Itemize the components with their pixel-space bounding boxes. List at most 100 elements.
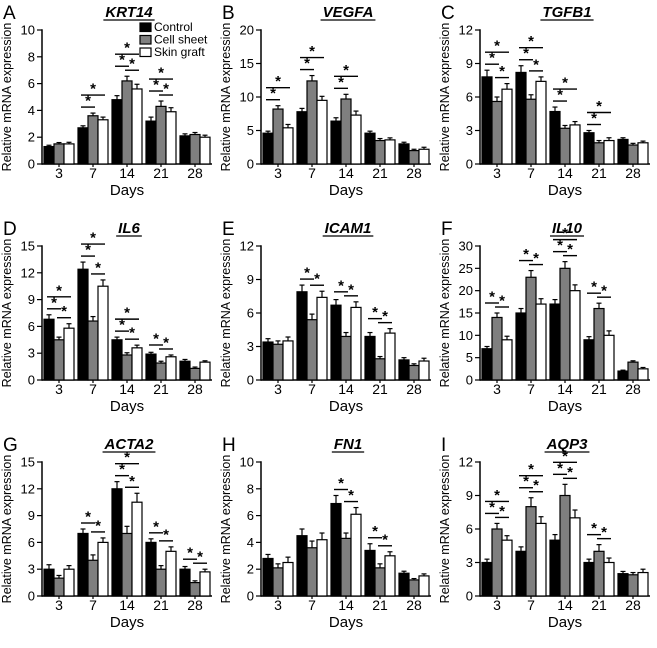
x-tick-label: 7 [527,165,535,181]
bar-group-cell-sheet-day7 [87,554,99,597]
significance-asterisk: * [489,50,495,67]
y-axis-label: Relative mRNA expression [219,455,233,604]
bar-skin-graft-day21 [384,555,396,597]
y-axis-label: Relative mRNA expression [0,455,14,604]
panel-H-title: FN1 [334,436,362,453]
significance-marker-day7: * [91,259,105,276]
significance-marker-day14: * [334,74,348,91]
y-tick-label: 2 [247,562,254,577]
bar-control-day21 [583,339,595,381]
panel-B-letter: B [222,3,235,24]
x-tick-label: 28 [406,165,422,181]
bar-group-skin-graft-day28 [637,140,649,165]
panel-E-title: ICAM1 [325,220,372,237]
y-tick-label: 20 [459,283,473,298]
y-tick-label: 3 [466,555,473,570]
significance-asterisk: * [372,304,378,321]
bar-skin-graft-day21 [165,550,177,597]
bar-cell-sheet-day14 [559,494,571,597]
panel-A-title: KRT14 [105,4,153,21]
panel-G-title: ACTA2 [104,436,155,453]
bar-cell-sheet-day14 [559,127,571,165]
significance-asterisk: * [153,518,159,535]
bar-skin-graft-day28 [418,148,430,165]
panel-F-title: IL10 [552,220,583,237]
bar-group-cell-sheet-day21 [155,360,167,381]
bar-group-control-day28 [179,133,191,165]
significance-marker-day21: * [149,518,163,535]
bar-group-skin-graft-day7 [316,95,328,165]
bar-group-skin-graft-day28 [418,573,430,597]
panel-A-letter: A [3,3,16,24]
y-tick-label: 0 [247,373,254,388]
bar-group-skin-graft-day28 [199,134,211,165]
significance-marker-day14: * [553,225,577,242]
bar-group-cell-sheet-day28 [189,366,201,381]
significance-marker-day14: * [125,325,139,342]
y-tick-label: 9 [28,508,35,523]
bar-group-control-day3 [43,314,55,381]
significance-marker-day21: * [378,308,392,325]
y-tick-label: 0 [28,589,35,604]
bar-skin-graft-day21 [165,111,177,165]
bar-group-skin-graft-day21 [165,546,177,597]
bar-control-day14 [111,99,123,165]
bar-group-skin-graft-day14 [131,492,143,597]
bar-skin-graft-day7 [535,80,547,165]
bar-group-skin-graft-day28 [199,360,211,381]
bar-group-cell-sheet-day14 [340,532,352,597]
significance-asterisk: * [499,503,505,520]
bar-skin-graft-day3 [501,88,513,165]
significance-asterisk: * [270,85,276,102]
x-tick-label: 28 [625,381,641,397]
legend-item-skin-graft: Skin graft [139,45,205,59]
bar-skin-graft-day7 [97,119,109,165]
bar-group-skin-graft-day21 [384,137,396,165]
significance-marker-day3: * [485,50,499,67]
bar-control-day14 [111,339,123,381]
bar-control-day21 [145,120,157,165]
bar-group-cell-sheet-day3 [53,574,65,597]
significance-marker-day7: * [519,473,533,490]
bar-group-control-day3 [481,69,493,165]
significance-asterisk: * [382,308,388,325]
significance-asterisk: * [129,325,135,342]
significance-marker-day3: * [485,487,509,504]
x-tick-label: 3 [55,381,63,397]
bar-group-skin-graft-day14 [350,506,362,597]
x-tick-label: 28 [625,165,641,181]
y-tick-label: 6 [28,76,35,91]
x-tick-label: 14 [338,165,354,181]
bar-group-skin-graft-day21 [165,107,177,165]
significance-asterisk: * [499,63,505,80]
x-tick-label: 7 [89,597,97,613]
x-tick-label: 3 [274,381,282,397]
significance-marker-day7: * [81,242,95,259]
significance-marker-day14: * [334,277,348,294]
y-tick-label: 15 [240,56,254,71]
y-tick-label: 6 [247,306,254,321]
x-tick-label: 28 [625,597,641,613]
y-tick-label: 6 [247,508,254,523]
bar-group-control-day21 [583,336,595,381]
bar-control-day3 [481,561,493,597]
bar-group-skin-graft-day28 [199,568,211,597]
bar-group-control-day21 [583,558,595,597]
bar-cell-sheet-day21 [155,568,167,597]
bar-group-cell-sheet-day7 [87,315,99,381]
x-axis-title: Days [548,614,582,631]
x-tick-label: 3 [493,381,501,397]
y-tick-label: 4 [247,535,254,550]
bar-group-skin-graft-day7 [316,532,328,597]
bar-group-skin-graft-day21 [165,354,177,381]
significance-marker-day7: * [300,55,314,72]
bar-cell-sheet-day7 [306,319,318,381]
significance-marker-day7: * [529,56,543,73]
bar-skin-graft-day14 [350,513,362,597]
bar-skin-graft-day14 [569,124,581,165]
significance-asterisk: * [343,62,349,79]
significance-asterisk: * [557,87,563,104]
y-tick-label: 0 [247,157,254,172]
significance-marker-day7: * [529,477,543,494]
bar-cell-sheet-day3 [272,343,284,381]
